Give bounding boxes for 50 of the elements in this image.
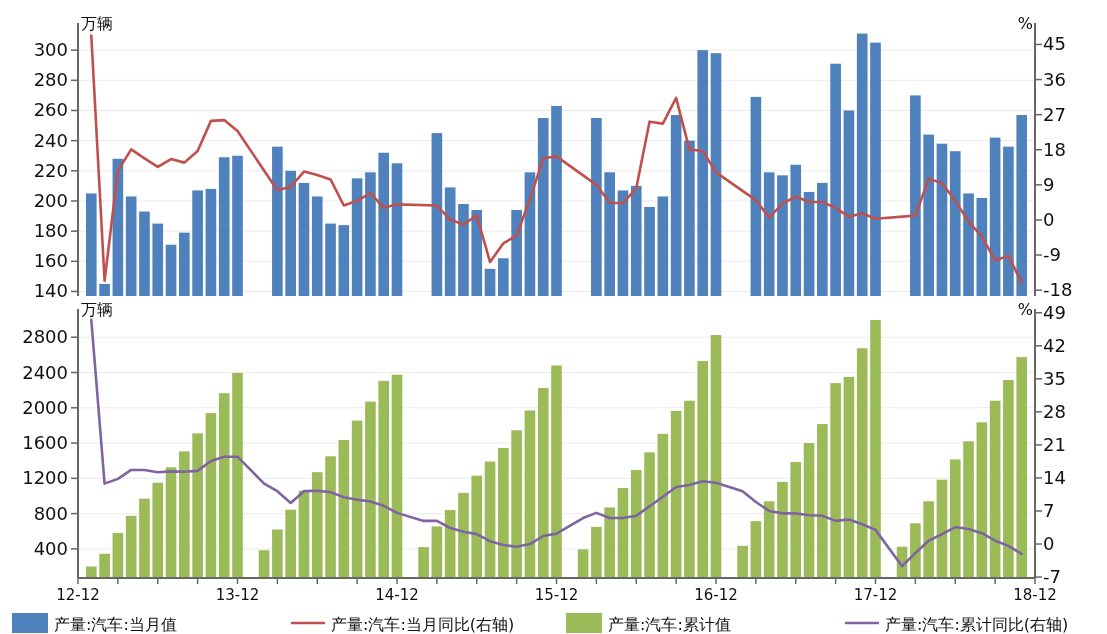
- y-tick-label: 2000: [22, 396, 68, 418]
- y-tick-label: 2400: [22, 361, 68, 383]
- y-tick-label: 200: [33, 189, 68, 211]
- y-tick-label: 160: [33, 250, 68, 272]
- y2-tick-label: 28: [1043, 400, 1066, 422]
- x-tick-label: 14-12: [375, 586, 419, 604]
- y-tick-label: 1600: [22, 432, 68, 454]
- y2-tick-label: 45: [1043, 33, 1066, 55]
- y2-tick-label: 0: [1043, 533, 1055, 555]
- y2-tick-label: 21: [1043, 433, 1066, 455]
- x-tick-label: 16-12: [694, 586, 738, 604]
- y-tick-label: 300: [33, 39, 68, 61]
- y-tick-label: 240: [33, 129, 68, 151]
- y2-tick-label: -9: [1043, 244, 1061, 266]
- legend-label: 产量:汽车:当月同比(右轴): [331, 615, 515, 634]
- y2-tick-label: 42: [1043, 334, 1066, 356]
- y2-tick-label: 14: [1043, 466, 1066, 488]
- y2-tick-label: 36: [1043, 68, 1066, 90]
- y2-tick-label: 27: [1043, 103, 1066, 125]
- y-tick-label: 180: [33, 220, 68, 242]
- y2-axis-title: %: [1017, 14, 1033, 33]
- y-tick-label: 140: [33, 280, 68, 302]
- y2-tick-label: 49: [1043, 301, 1066, 323]
- y2-tick-label: -18: [1043, 279, 1073, 301]
- line-series: [89, 34, 1024, 285]
- legend-label: 产量:汽车:当月值: [54, 615, 177, 634]
- x-tick-label: 18-12: [1013, 586, 1057, 604]
- y-tick-label: 400: [33, 537, 68, 559]
- x-tick-label: 17-12: [853, 586, 898, 604]
- y-axis-title: 万辆: [81, 300, 113, 319]
- y-tick-label: 220: [33, 159, 68, 181]
- y-tick-label: 800: [33, 502, 68, 524]
- y2-tick-label: 9: [1043, 173, 1055, 195]
- y-tick-label: 1200: [22, 467, 68, 489]
- y-tick-label: 260: [33, 99, 68, 121]
- y2-tick-label: 35: [1043, 367, 1066, 389]
- y-axis-title: 万辆: [81, 14, 113, 33]
- x-tick-label: 15-12: [534, 586, 579, 604]
- y2-tick-label: 7: [1043, 499, 1055, 521]
- x-tick-label: 12-12: [56, 586, 100, 604]
- legend-label: 产量:汽车:累计值: [608, 615, 731, 634]
- y-tick-label: 280: [33, 69, 68, 91]
- y2-tick-label: -7: [1043, 566, 1061, 588]
- y-tick-label: 2800: [22, 326, 68, 348]
- y2-tick-label: 0: [1043, 208, 1055, 230]
- y2-tick-label: 18: [1043, 138, 1066, 160]
- legend-label: 产量:汽车:累计同比(右轴): [885, 615, 1069, 634]
- line-series: [89, 318, 1024, 568]
- y2-axis-title: %: [1017, 300, 1033, 319]
- x-tick-label: 13-12: [215, 586, 260, 604]
